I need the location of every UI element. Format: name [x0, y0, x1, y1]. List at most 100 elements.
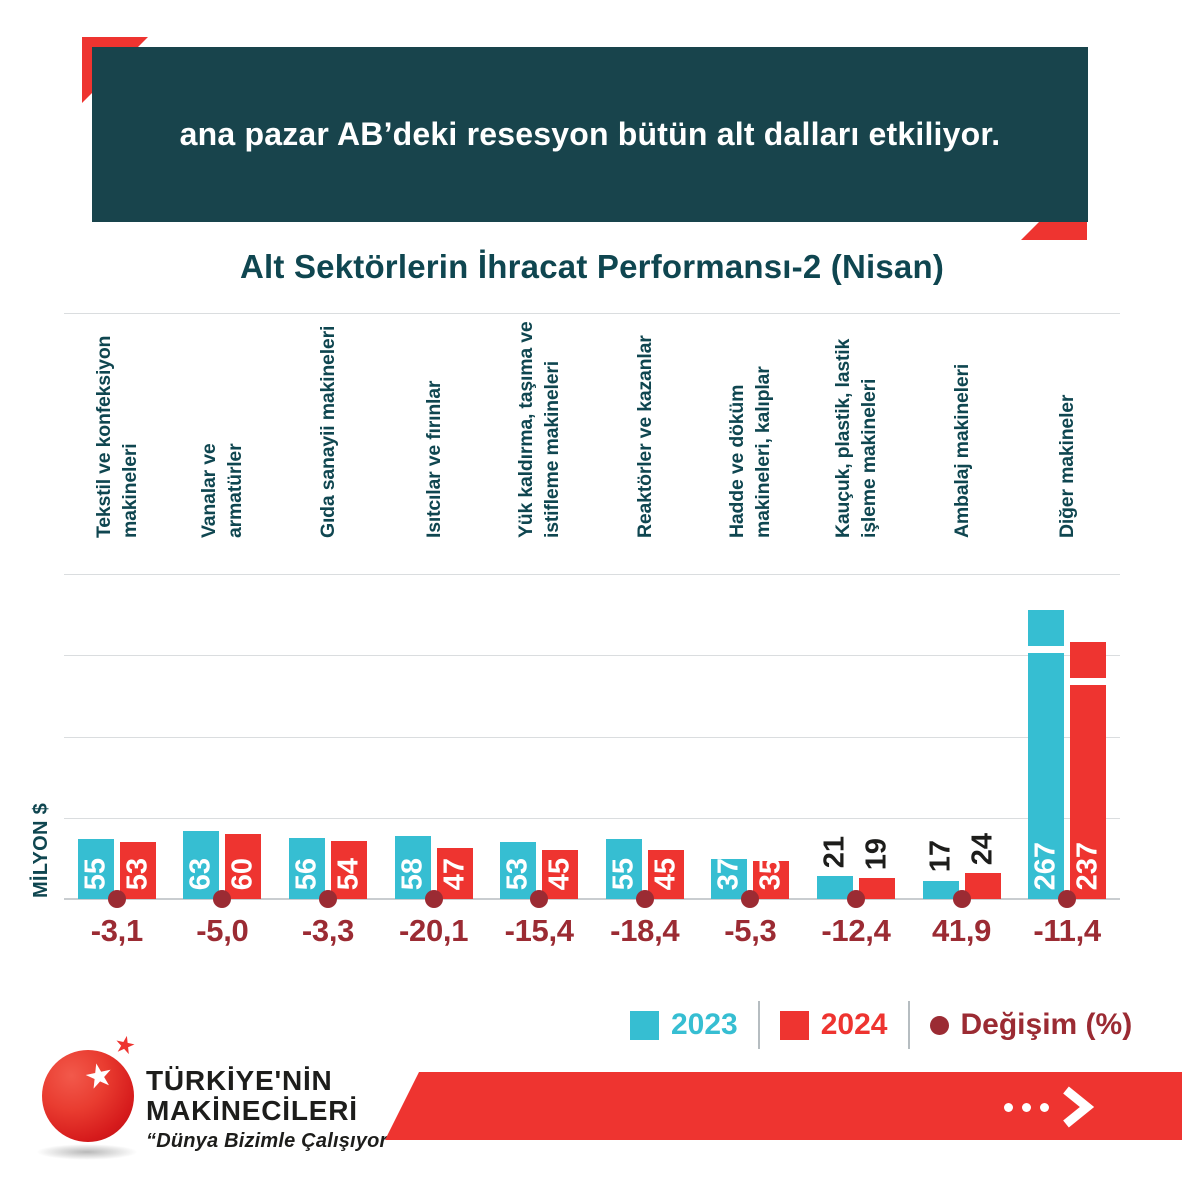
bar-2024: 53 [119, 841, 156, 899]
arrow-dot-icon [1004, 1102, 1013, 1112]
bar-group: 58 47 [381, 574, 487, 908]
brand-slogan: “Dünya Bizimle Çalışıyor” [146, 1130, 398, 1152]
category-label: Yük kaldırma, taşıma ve istifleme makine… [487, 318, 591, 538]
category-label-box: Yük kaldırma, taşıma ve istifleme makine… [486, 316, 592, 538]
bar-value-label: 24 [966, 832, 999, 865]
bar-value-label: 37 [712, 857, 745, 890]
legend-divider [757, 1001, 760, 1049]
logo-sphere [42, 1050, 134, 1142]
category-labels-row: Tekstil ve konfeksiyon makineleri Vanalar… [64, 316, 1120, 538]
category-label: Tekstil ve konfeksiyon makineleri [65, 318, 169, 538]
axis-break-mark [1069, 678, 1108, 686]
bar-group: 17 24 [909, 574, 1015, 908]
bar-groups: 55 53 63 60 56 54 58 47 53 45 55 45 37 35 21 19 17 24 267 2… [64, 574, 1120, 908]
category-label-text: Kauçuk, plastik, lastik işleme makineler… [831, 338, 880, 538]
change-value: 41,9 [931, 913, 992, 948]
bar-value-label: 56 [290, 857, 323, 890]
change-value: -3,3 [301, 913, 355, 948]
bar-value-label: 45 [649, 857, 682, 890]
next-arrow-button[interactable] [1004, 1086, 1094, 1128]
brand-name-line1: TÜRKİYE'NİN [146, 1065, 333, 1096]
category-label-box: Ambalaj makineleri [909, 316, 1015, 538]
brand-block: TÜRKİYE'NİN MAKİNECİLERİ “Dünya Bizimle … [146, 1066, 398, 1153]
bar-chart: Tekstil ve konfeksiyon makineleri Vanalar… [64, 316, 1120, 949]
bar-value-label: 19 [860, 838, 893, 871]
bar-2024: 47 [436, 848, 473, 899]
bar-value-label: 17 [924, 840, 957, 873]
change-value: -3,1 [90, 913, 144, 948]
bar-value-label: 237 [1071, 841, 1104, 890]
bar-2023: 56 [288, 838, 325, 899]
change-values-row: -3,1 -5,0 -3,3 -20,1 -15,4 -18,4 -5,3 -12,4 41,9… [64, 899, 1120, 949]
legend-label-2023: 2023 [671, 1008, 738, 1041]
bar-2024: 54 [330, 840, 367, 899]
change-marker-dot [107, 890, 126, 908]
logo-shadow [36, 1144, 138, 1160]
footer-ribbon [385, 1072, 1182, 1140]
bar-2024 [964, 873, 1001, 899]
change-value: -18,4 [610, 913, 680, 948]
bar-2023: 58 [394, 836, 431, 899]
bar-2023: 55 [77, 839, 114, 899]
legend-swatch-2024 [779, 1010, 809, 1040]
gridline [64, 574, 1120, 575]
change-value: -11,4 [1033, 913, 1101, 948]
bar-group: 55 45 [592, 574, 698, 908]
change-marker-dot [952, 890, 971, 908]
headline-banner: ana pazar AB’deki resesyon bütün alt dal… [92, 47, 1088, 222]
category-label-box: Kauçuk, plastik, lastik işleme makineler… [803, 316, 909, 538]
bar-2024: 60 [225, 834, 262, 899]
logo-small-star-icon: ★ [111, 1030, 139, 1061]
bar-group: 55 53 [64, 574, 170, 908]
category-label-text: Ambalaj makineleri [950, 363, 973, 538]
bar-group: 37 35 [698, 574, 804, 908]
bar-group: 267 237 [1014, 574, 1120, 908]
x-axis-baseline [64, 898, 1120, 900]
bar-value-label: 55 [607, 857, 640, 890]
legend-item-2023: 2023 [630, 1008, 738, 1042]
bar-value-label: 54 [332, 857, 365, 890]
bar-2024: 237 [1069, 642, 1108, 899]
bar-value-label: 60 [226, 857, 259, 890]
change-marker-dot [318, 890, 337, 908]
bar-group: 53 45 [486, 574, 592, 908]
bar-group: 21 19 [803, 574, 909, 908]
bar-2024 [858, 878, 895, 899]
category-label-text: Hadde ve döküm makineleri, kalıplar [726, 366, 775, 538]
legend-swatch-2023 [630, 1010, 659, 1040]
category-label: Diğer makineler [1015, 318, 1119, 538]
gridline [64, 736, 1120, 738]
change-value: -20,1 [398, 913, 469, 948]
bar-value-label: 47 [438, 857, 471, 890]
bar-2023: 37 [711, 857, 748, 899]
category-label-text: Diğer makineler [1056, 394, 1079, 538]
bar-group: 63 60 [170, 574, 276, 908]
headline-text: ana pazar AB’deki resesyon bütün alt dal… [179, 116, 1001, 152]
category-label-text: Reaktörler ve kazanlar [633, 335, 656, 538]
legend-label-2024: 2024 [820, 1008, 888, 1041]
gridline [64, 655, 1120, 657]
bar-2024: 45 [542, 850, 579, 899]
category-label: Hadde ve döküm makineleri, kalıplar [698, 318, 802, 538]
category-label: Kauçuk, plastik, lastik işleme makineler… [804, 318, 908, 538]
bar-2023: 267 [1027, 609, 1066, 899]
category-label-box: Reaktörler ve kazanlar [592, 316, 698, 538]
category-label-box: Tekstil ve konfeksiyon makineleri [64, 316, 170, 538]
category-label: Isıtcılar ve fırınlar [382, 318, 486, 538]
change-marker-dot [530, 890, 549, 908]
bar-value-label: 45 [543, 857, 576, 890]
plot-area: 55 53 63 60 56 54 58 47 53 45 55 45 37 35 21 19 17 24 267 2… [64, 574, 1120, 908]
category-label-text: Vanalar ve armatürler [198, 443, 247, 539]
bar-value-label: 21 [818, 835, 851, 869]
bar-value-label: 267 [1029, 841, 1062, 890]
arrow-dot-icon [1022, 1102, 1031, 1112]
y-axis-label: MİLYON $ [30, 803, 52, 899]
legend-divider [907, 1001, 910, 1049]
axis-break-mark [1027, 645, 1066, 653]
bar-group: 56 54 [275, 574, 381, 908]
change-value: -5,0 [196, 913, 249, 948]
gridline [64, 817, 1120, 819]
category-label: Vanalar ve armatürler [170, 318, 274, 539]
legend-item-change: Değişim (%) [929, 1008, 1132, 1042]
